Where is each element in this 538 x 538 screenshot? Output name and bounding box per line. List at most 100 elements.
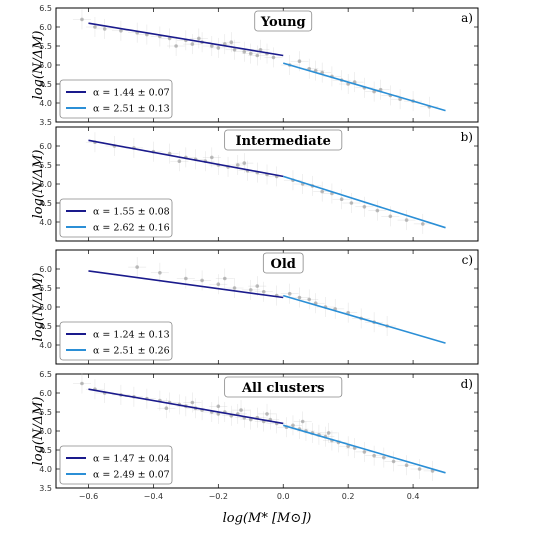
legend-label: α = 2.51 ± 0.13 — [93, 104, 170, 115]
data-point — [119, 29, 123, 33]
data-point — [372, 453, 376, 458]
fit-line-1 — [88, 270, 284, 299]
y-tick-label: 5.5 — [39, 42, 52, 51]
panel-label: c) — [462, 253, 473, 267]
panel-4: −0.6 −0.4 −0.2 0.0 0.2 0.4 3.5 4.0 4.5 5.0 5.5 6.0 6… — [31, 370, 479, 501]
y-tick-label: 3.5 — [39, 118, 52, 127]
fit-line-2 — [283, 62, 446, 112]
data-point — [184, 276, 188, 281]
data-point — [135, 265, 139, 269]
data-point — [326, 431, 331, 435]
legend-box — [59, 321, 173, 361]
panel-title-box — [262, 252, 304, 274]
y-tick-label: 4.0 — [39, 218, 52, 227]
data-point — [339, 197, 344, 201]
data-point — [210, 44, 214, 48]
data-point — [297, 295, 302, 300]
data-point — [80, 381, 84, 386]
data-point — [404, 218, 409, 222]
data-point — [362, 450, 367, 454]
panel-title: Intermediate — [236, 134, 331, 149]
y-tick-label: 6.0 — [39, 389, 52, 398]
data-point — [158, 271, 162, 275]
data-point — [216, 412, 221, 416]
legend-label: α = 1.44 ± 0.07 — [93, 88, 170, 99]
data-point — [375, 208, 380, 213]
x-tick-label: −0.2 — [209, 492, 228, 501]
data-point — [197, 36, 201, 41]
y-tick-label: 4.5 — [39, 80, 52, 89]
x-tick-label: −0.4 — [144, 492, 163, 501]
data-point — [265, 412, 269, 416]
y-tick-label: 5.0 — [39, 61, 52, 70]
legend-label: α = 2.49 ± 0.07 — [93, 470, 170, 481]
panel-title: Young — [260, 15, 306, 30]
data-point — [242, 161, 247, 165]
data-point — [258, 48, 263, 52]
data-point — [190, 400, 195, 405]
data-point — [174, 44, 178, 48]
y-tick-label: 4.5 — [39, 199, 52, 208]
panel-label: d) — [461, 377, 473, 391]
data-point — [382, 455, 386, 460]
fit-line-1 — [88, 139, 284, 178]
y-tick-label: 4.5 — [39, 446, 52, 455]
y-tick-label: 3.5 — [39, 484, 52, 493]
x-tick-label: 0.4 — [407, 492, 420, 501]
y-tick-label: 5.5 — [39, 284, 52, 293]
y-tick-label: 4.0 — [39, 341, 52, 350]
fit-line-1 — [88, 22, 284, 57]
y-axis-label: log(N/ΔM) — [31, 31, 46, 100]
data-point — [210, 155, 214, 160]
data-point — [388, 214, 393, 219]
fit-line-2 — [283, 424, 446, 474]
legend-box — [59, 445, 173, 485]
data-point — [349, 201, 354, 205]
data-point — [235, 163, 240, 167]
data-point — [261, 290, 266, 294]
panel-title-box — [224, 129, 343, 151]
data-point — [404, 463, 409, 468]
data-point — [216, 46, 221, 50]
data-point — [320, 189, 324, 194]
data-point — [248, 288, 253, 292]
panel-title-box — [224, 376, 343, 398]
data-point — [200, 278, 204, 283]
y-tick-label: 4.5 — [39, 322, 52, 331]
legend-label: α = 1.47 ± 0.04 — [93, 454, 170, 465]
y-tick-label: 6.5 — [39, 370, 52, 379]
y-tick-label: 4.0 — [39, 465, 52, 474]
legend-label: α = 2.51 ± 0.26 — [93, 346, 170, 357]
data-point — [248, 51, 253, 56]
y-axis-label: log(N/ΔM) — [31, 273, 46, 342]
panel-title-box — [254, 10, 313, 32]
x-axis-label: log(M* [M⊙]) — [223, 511, 312, 526]
panel-label: b) — [461, 130, 473, 144]
data-point — [80, 17, 84, 22]
y-axis-label: log(N/ΔM) — [31, 150, 46, 219]
y-tick-label: 5.5 — [39, 408, 52, 417]
x-tick-label: 0.0 — [277, 492, 290, 501]
y-tick-label: 4.0 — [39, 99, 52, 108]
data-point — [248, 417, 253, 422]
fit-line-1 — [88, 388, 284, 425]
data-point — [242, 49, 247, 54]
panel-1: 3.5 4.0 4.5 5.0 5.5 6.0 6.5 log(N/ΔM) Young a) α =… — [31, 4, 479, 127]
y-tick-label: 6.0 — [39, 265, 52, 274]
data-point — [391, 459, 396, 464]
data-point — [232, 48, 237, 52]
data-point — [307, 297, 312, 302]
y-tick-label: 5.0 — [39, 427, 52, 436]
fit-line-2 — [282, 175, 446, 229]
data-point — [223, 276, 227, 281]
legend-label: α = 1.24 ± 0.13 — [93, 330, 170, 341]
data-point — [239, 408, 243, 412]
data-point — [362, 205, 367, 209]
panel-title: All clusters — [241, 381, 325, 396]
data-point — [229, 40, 234, 44]
y-tick-label: 6.0 — [39, 142, 52, 151]
y-tick-label: 6.0 — [39, 23, 52, 32]
